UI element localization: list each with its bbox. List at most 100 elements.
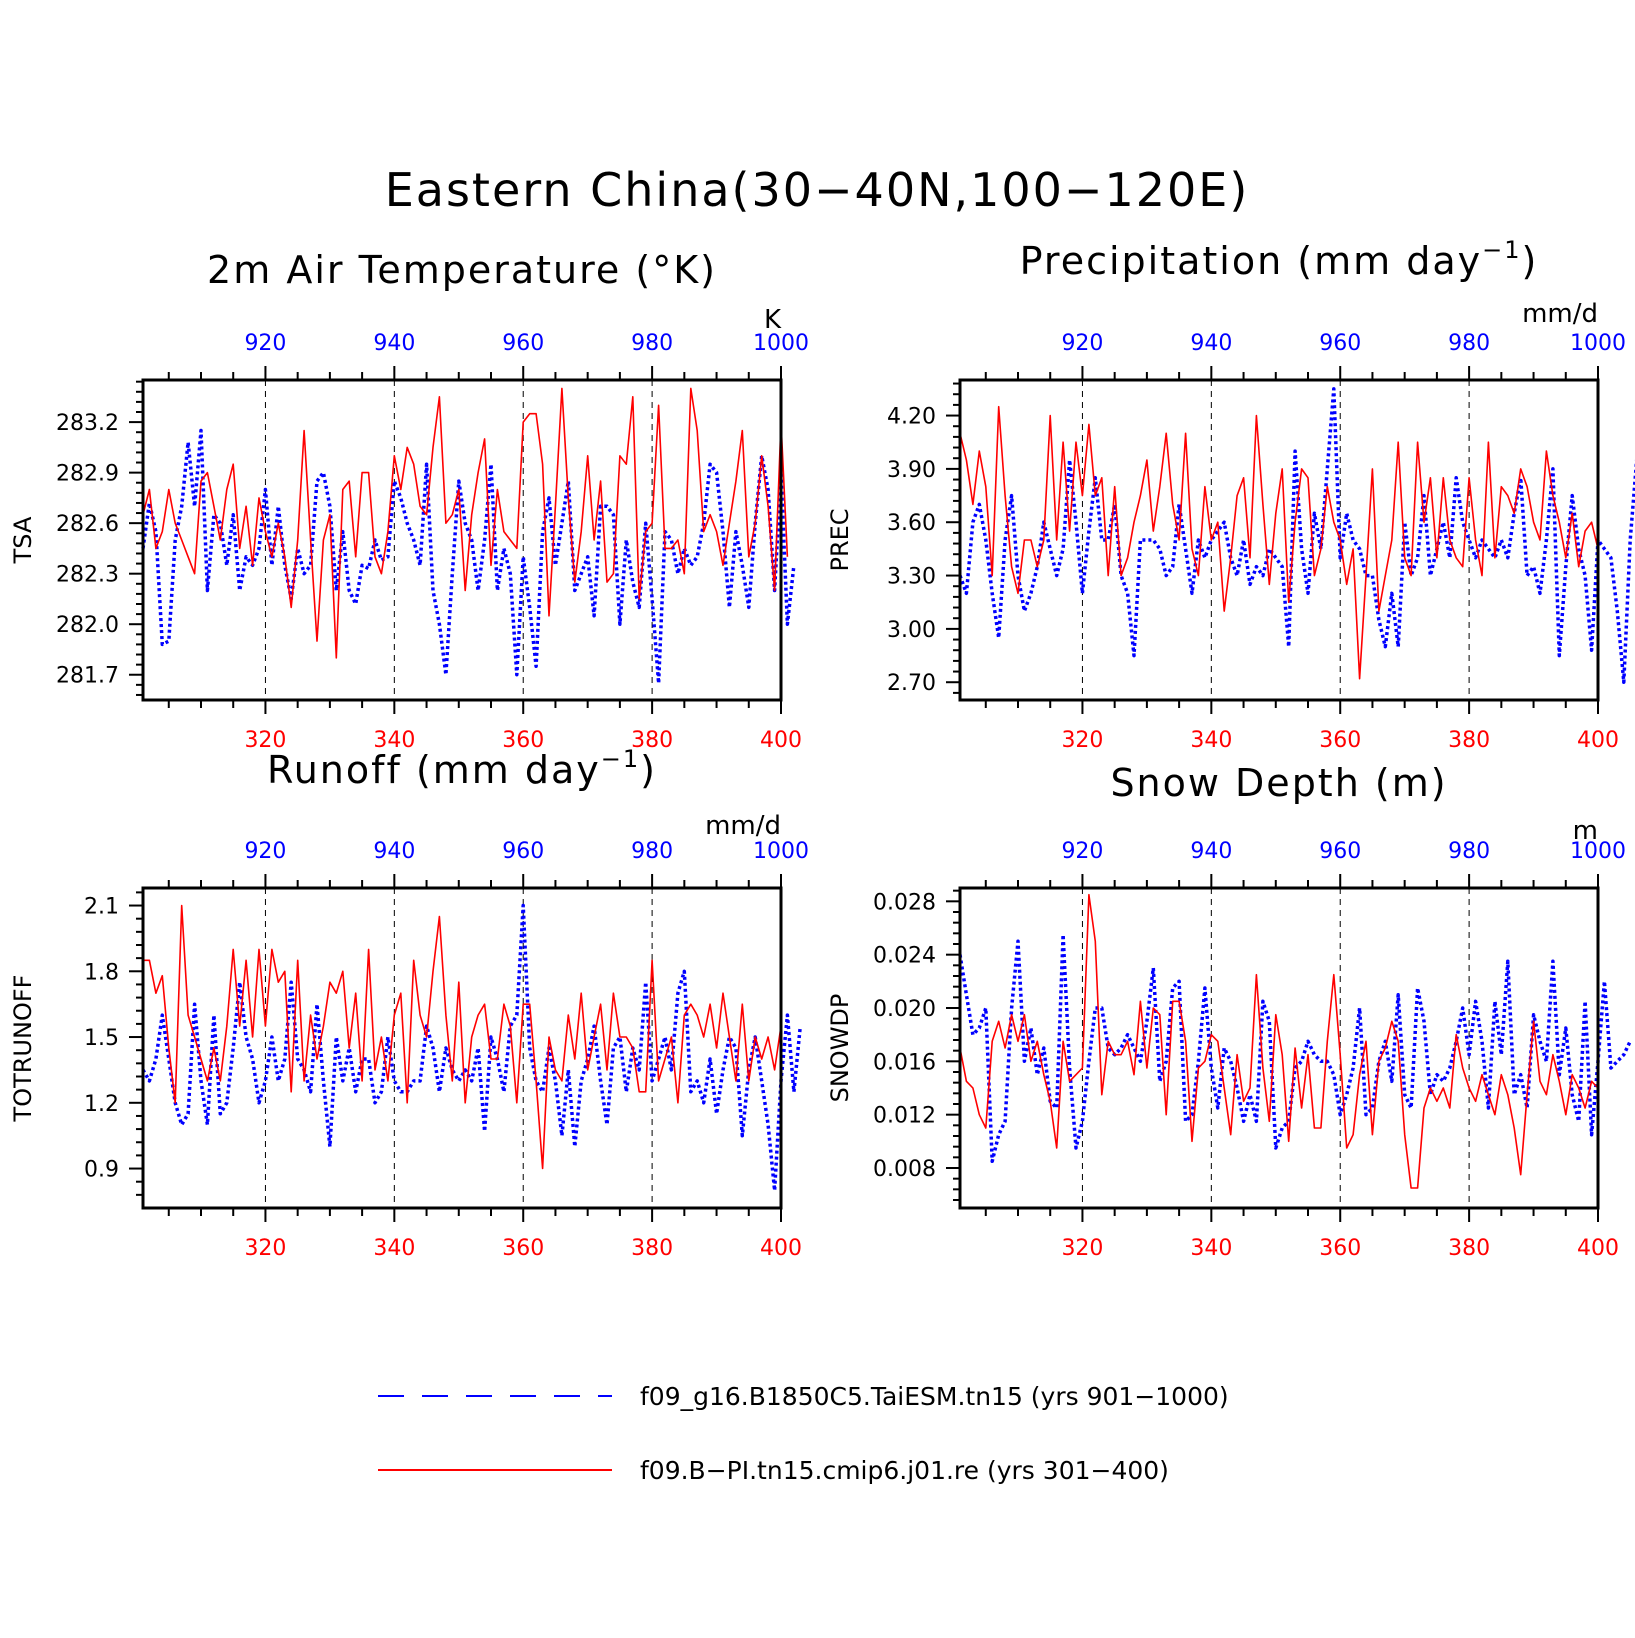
x-tick-label: 340	[1190, 728, 1232, 753]
y-tick-label: 281.7	[56, 664, 119, 689]
x-tick-label: 320	[244, 728, 286, 753]
y-tick-label: 0.012	[873, 1104, 936, 1129]
top-x-tick-label: 1000	[753, 331, 809, 356]
y-tick-label: 0.028	[873, 890, 936, 915]
panel-title: 2m Air Temperature (°K)	[207, 248, 717, 292]
x-tick-label: 380	[1448, 728, 1490, 753]
x-tick-label: 380	[631, 1236, 673, 1261]
title-tail: )	[1522, 239, 1539, 283]
figure-title: Eastern China(30−40N,100−120E)	[385, 163, 1250, 217]
plot-frame	[141, 378, 783, 702]
x-tick-label: 400	[760, 1236, 802, 1261]
plot-frame	[958, 886, 1600, 1210]
y-axis-label: PREC	[826, 508, 854, 571]
unit-label: K	[764, 305, 782, 335]
x-tick-label: 380	[631, 728, 673, 753]
x-tick-label: 380	[1448, 1236, 1490, 1261]
legend-label-blue: f09_g16.B1850C5.TaiESM.tn15 (yrs 901−100…	[640, 1382, 1229, 1411]
y-tick-label: 2.1	[84, 895, 119, 920]
unit-label: m	[1573, 816, 1598, 846]
series-line-red	[143, 904, 782, 1170]
top-x-tick-label: 940	[373, 839, 415, 864]
x-tick-label: 360	[502, 1236, 544, 1261]
y-tick-label: 282.6	[56, 512, 119, 537]
title-superscript: −1	[601, 745, 640, 773]
x-tick-label: 400	[1577, 728, 1619, 753]
y-tick-label: 0.020	[873, 997, 936, 1022]
y-tick-label: 0.9	[84, 1158, 119, 1183]
panel-totrunoff: Runoff (mm day−1) mm/d 320 340 360 380 400 920 9…	[9, 745, 809, 1261]
y-tick-label: 1.8	[84, 960, 119, 985]
panel-title: Snow Depth (m)	[1110, 761, 1447, 805]
panels: 2m Air Temperature (°K) K 320 340 360 380 400 9…	[9, 236, 1635, 1261]
series-line-red	[959, 405, 1599, 680]
x-tick-label: 340	[1190, 1236, 1232, 1261]
top-x-tick-label: 940	[1190, 331, 1232, 356]
panel-title: Runoff (mm day−1)	[267, 745, 657, 792]
legend: f09_g16.B1850C5.TaiESM.tn15 (yrs 901−100…	[378, 1382, 1229, 1485]
top-x-tick-label: 1000	[1570, 839, 1626, 864]
y-tick-label: 282.9	[56, 462, 119, 487]
x-tick-label: 400	[1577, 1236, 1619, 1261]
panel-prec: Precipitation (mm day−1) mm/d 320 340 360 380…	[826, 236, 1635, 753]
unit-label: mm/d	[705, 811, 781, 841]
series-line-blue	[958, 387, 1635, 684]
top-x-tick-label: 920	[1061, 839, 1103, 864]
series-line-blue	[958, 932, 1632, 1164]
y-tick-label: 282.3	[56, 563, 119, 588]
x-tick-label: 360	[1319, 728, 1361, 753]
y-axis-label: SNOWDP	[826, 994, 854, 1103]
y-tick-label: 4.20	[887, 405, 936, 430]
top-x-tick-label: 960	[502, 839, 544, 864]
panel-title: Precipitation (mm day−1)	[1020, 236, 1539, 283]
top-x-tick-label: 1000	[1570, 331, 1626, 356]
x-tick-label: 360	[502, 728, 544, 753]
unit-label: mm/d	[1522, 299, 1598, 329]
series-line-red	[142, 387, 789, 659]
y-tick-label: 1.2	[84, 1092, 119, 1117]
series-line-blue	[141, 903, 803, 1193]
x-tick-label: 360	[1319, 1236, 1361, 1261]
series-line-red	[959, 893, 1599, 1189]
top-x-tick-label: 980	[631, 839, 673, 864]
top-x-tick-label: 980	[1448, 331, 1490, 356]
x-tick-label: 320	[1061, 728, 1103, 753]
x-tick-label: 320	[1061, 1236, 1103, 1261]
top-x-tick-label: 940	[1190, 839, 1232, 864]
top-x-tick-label: 980	[631, 331, 673, 356]
top-x-tick-label: 960	[502, 331, 544, 356]
x-tick-label: 340	[373, 728, 415, 753]
plot-frame	[958, 378, 1600, 702]
x-tick-label: 400	[760, 728, 802, 753]
y-axis-label: TSA	[9, 516, 37, 564]
y-axis-label: TOTRUNOFF	[9, 975, 37, 1123]
y-tick-label: 0.016	[873, 1050, 936, 1075]
top-x-tick-label: 960	[1319, 331, 1361, 356]
y-tick-label: 2.70	[887, 671, 936, 696]
y-tick-label: 283.2	[56, 411, 119, 436]
y-tick-label: 3.90	[887, 458, 936, 483]
top-x-tick-label: 920	[244, 331, 286, 356]
top-x-tick-label: 980	[1448, 839, 1490, 864]
panel-tsa: 2m Air Temperature (°K) K 320 340 360 380 400 9…	[9, 248, 809, 753]
y-tick-label: 0.008	[873, 1157, 936, 1182]
y-tick-label: 3.00	[887, 618, 936, 643]
y-tick-label: 3.30	[887, 565, 936, 590]
y-tick-label: 282.0	[56, 613, 119, 638]
top-x-tick-label: 960	[1319, 839, 1361, 864]
y-tick-label: 1.5	[84, 1026, 119, 1051]
legend-label-red: f09.B−PI.tn15.cmip6.j01.re (yrs 301−400)	[640, 1456, 1169, 1485]
top-x-tick-label: 920	[1061, 331, 1103, 356]
top-x-tick-label: 940	[373, 331, 415, 356]
top-x-tick-label: 1000	[753, 839, 809, 864]
title-superscript: −1	[1482, 236, 1521, 264]
y-tick-label: 0.024	[873, 944, 936, 969]
top-x-tick-label: 920	[244, 839, 286, 864]
y-tick-label: 3.60	[887, 511, 936, 536]
x-tick-label: 340	[373, 1236, 415, 1261]
plot-frame	[141, 886, 783, 1210]
panel-snowdp: Snow Depth (m) m 320 340 360 380 400 920 940 960 9…	[826, 761, 1632, 1261]
title-tail: )	[640, 748, 657, 792]
x-tick-label: 320	[244, 1236, 286, 1261]
